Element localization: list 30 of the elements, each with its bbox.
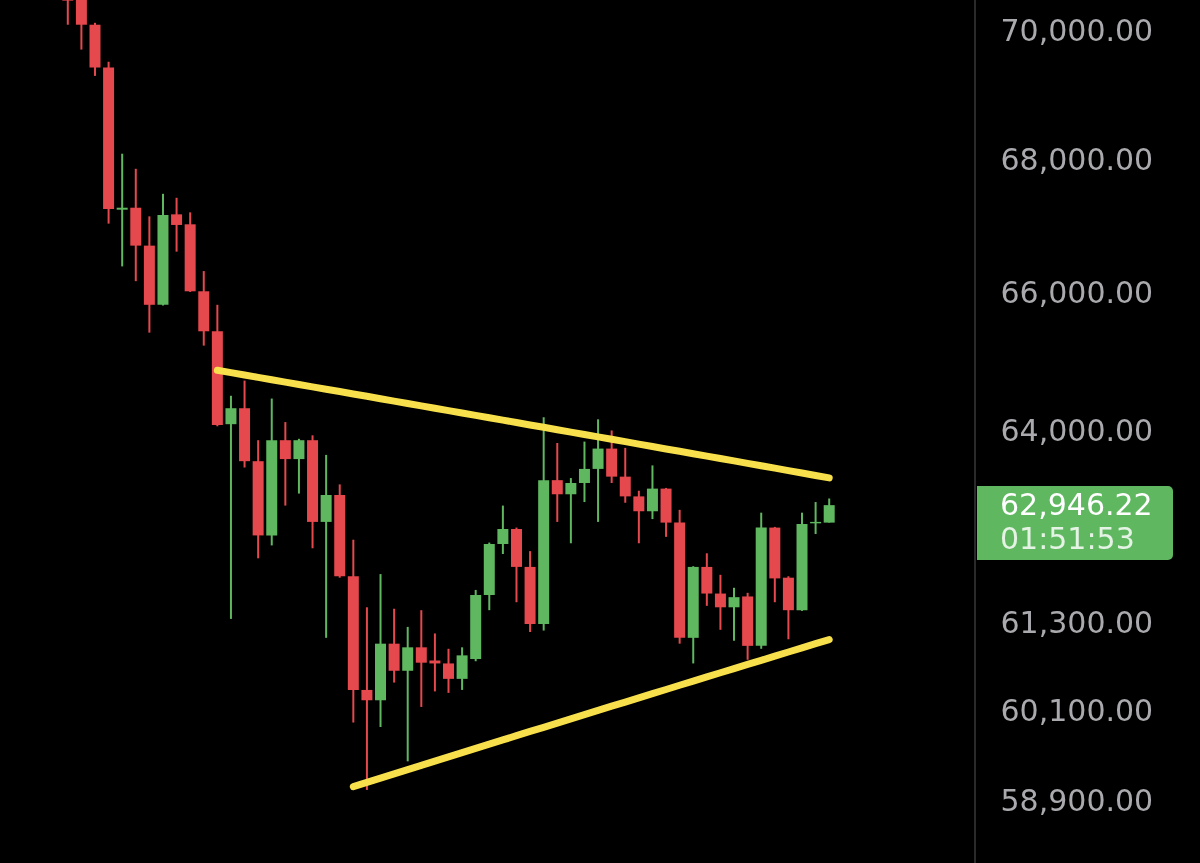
price-tag: 62,946.22 01:51:53 xyxy=(977,486,1173,561)
candlestick xyxy=(565,477,577,545)
candlestick xyxy=(361,606,373,791)
candlestick xyxy=(728,586,740,642)
candlestick xyxy=(62,0,74,26)
y-tick-label: 70,000.00 xyxy=(1000,13,1154,49)
candlestick xyxy=(714,573,726,631)
y-tick-label: 58,900.00 xyxy=(1000,782,1154,818)
y-tick-label: 66,000.00 xyxy=(1000,275,1154,311)
candlestick xyxy=(633,489,645,545)
candlestick xyxy=(497,504,509,555)
candlestick xyxy=(646,464,658,521)
candlestick xyxy=(402,625,414,763)
candlestick xyxy=(592,418,604,523)
y-tick-label: 64,000.00 xyxy=(1000,412,1154,448)
candlestick xyxy=(116,152,128,268)
candlestick xyxy=(443,647,454,694)
candlestick xyxy=(415,609,427,708)
y-tick-label: 68,000.00 xyxy=(1000,142,1154,178)
candlestick xyxy=(225,394,237,620)
y-tick-label: 60,100.00 xyxy=(1000,692,1154,728)
candlestick xyxy=(578,440,590,504)
candlestick xyxy=(823,497,835,524)
candlestick xyxy=(619,446,631,504)
candlestick xyxy=(171,196,183,253)
candlestick xyxy=(551,442,563,523)
y-tick-label: 61,300.00 xyxy=(1000,604,1154,640)
candlestick xyxy=(293,437,305,495)
candlestick xyxy=(456,646,468,691)
candlestick xyxy=(279,421,291,507)
